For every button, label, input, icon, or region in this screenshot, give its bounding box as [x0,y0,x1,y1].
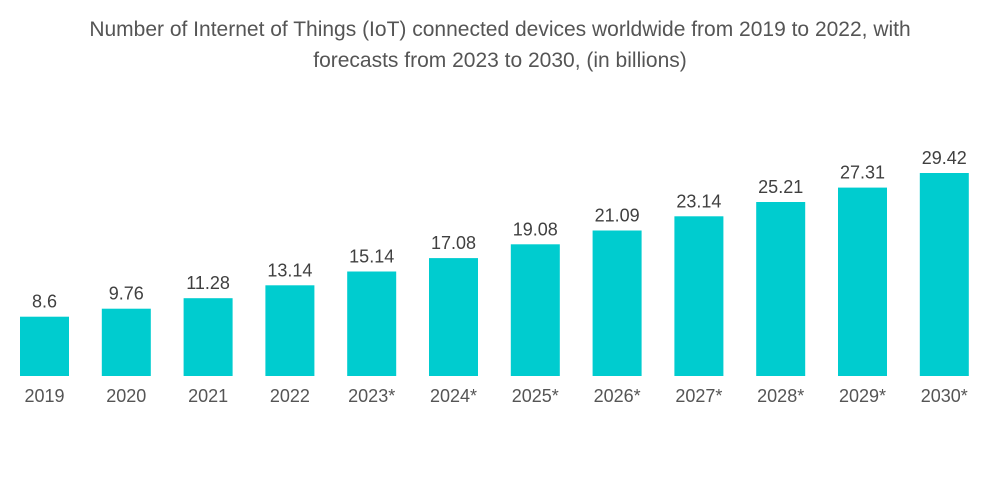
x-axis-label: 2020 [106,386,146,406]
value-label: 13.14 [267,260,312,280]
x-axis-labels-group: 2019 2020 2021 2022 2023* 2024* 2025* 2026* 2027… [24,386,967,406]
value-label: 29.42 [922,148,967,168]
x-axis-label: 2029* [839,386,886,406]
x-axis-label: 2027* [675,386,722,406]
chart-title-line-1: Number of Internet of Things (IoT) conne… [89,18,911,41]
x-axis-label: 2019 [24,386,64,406]
x-axis-label: 2025* [512,386,559,406]
value-label: 25.21 [758,177,803,197]
bar-2023-forecast [347,271,397,376]
value-labels-group: 8.6 9.76 11.28 13.14 15.14 17.08 19.08 21.09 23.… [32,148,967,312]
bars-group [20,173,969,376]
x-axis-label: 2030* [921,386,968,406]
bar-2027-forecast [674,216,724,376]
value-label: 27.31 [840,163,885,183]
chart-title-line-2: forecasts from 2023 to 2030, (in billion… [313,49,687,72]
chart-title: Number of Internet of Things (IoT) conne… [0,14,1000,76]
value-label: 19.08 [513,219,558,239]
bar-2030-forecast [919,173,969,376]
value-label: 8.6 [32,292,57,312]
bar-2029-forecast [838,187,887,376]
value-label: 11.28 [186,273,230,293]
bar-2019 [20,316,69,376]
bar-2025-forecast [510,244,560,376]
x-axis-label: 2023* [348,386,395,406]
x-axis-label: 2024* [430,386,477,406]
value-label: 9.76 [109,284,144,304]
value-label: 17.08 [431,233,476,253]
bar-2026-forecast [592,230,642,376]
x-axis-label: 2021 [188,386,228,406]
x-axis-label: 2026* [594,386,641,406]
value-label: 23.14 [676,191,721,211]
x-axis-label: 2028* [757,386,804,406]
bar-2028-forecast [756,202,806,376]
bar-2020 [101,308,151,376]
bar-2024-forecast [429,258,478,376]
x-axis-label: 2022 [270,386,310,406]
bar-2022 [265,285,315,376]
value-label: 15.14 [349,247,394,267]
value-label: 21.09 [595,206,640,226]
bar-2021 [183,298,233,376]
